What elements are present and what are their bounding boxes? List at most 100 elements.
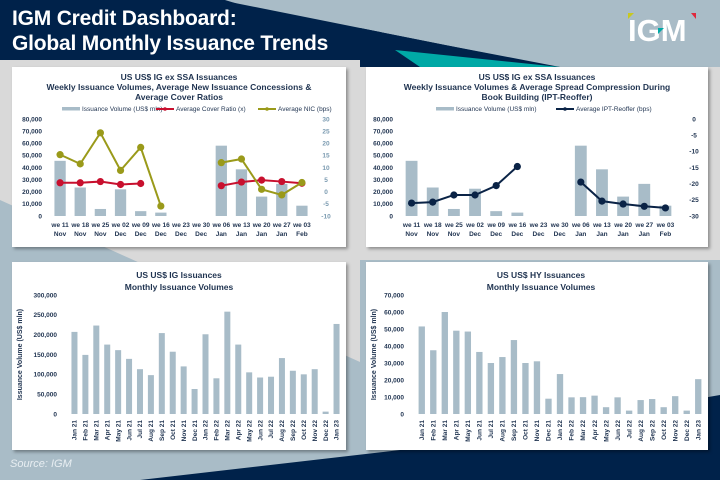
series-point <box>661 204 670 212</box>
chart-hy-monthly: US US$ HY Issuances Monthly Issuance Volu… <box>371 270 702 442</box>
x-tick-label: Apr 22 <box>235 420 242 441</box>
legend-swatch-bar <box>62 107 80 111</box>
bar <box>579 397 587 414</box>
page-title: IGM Credit Dashboard: Global Monthly Iss… <box>12 6 328 56</box>
chart-title-line: Monthly Issuance Volumes <box>487 282 596 292</box>
panel-ig-weekly-ipt: US US$ IG ex SSA Issuances Weekly Issuanc… <box>366 67 708 247</box>
x-tick-label: we 16 <box>151 222 170 229</box>
x-tick-label: we 09 <box>131 222 150 229</box>
x-tick-label: we 13 <box>232 222 251 229</box>
series-line <box>59 130 162 207</box>
y-tick-label: 60,000 <box>373 141 393 148</box>
y-tick-label: 10,000 <box>373 201 393 208</box>
bar <box>695 379 702 414</box>
series-point <box>258 176 266 184</box>
chart-title-line: US US$ IG ex SSA Issuances <box>121 72 238 82</box>
x-tick-label: we 13 <box>592 222 611 229</box>
bar <box>255 196 268 216</box>
bar <box>683 410 690 414</box>
x-tick-label: Aug 22 <box>279 420 286 442</box>
x-tick-label: Sep 22 <box>290 420 297 441</box>
bar <box>74 187 86 216</box>
bar <box>469 188 481 216</box>
x-tick-label: Oct 21 <box>523 420 530 440</box>
series-point <box>640 202 648 210</box>
y-tick-label: 40,000 <box>22 165 42 172</box>
y-tick-label: 50,000 <box>373 153 393 160</box>
y-tick-label: 10,000 <box>384 394 404 401</box>
x-tick-label-month: Jan <box>216 231 227 238</box>
bar <box>114 189 127 216</box>
y-tick-label: 20,000 <box>373 189 393 196</box>
x-tick-label: Mar 21 <box>442 420 449 441</box>
bar <box>511 212 524 216</box>
bar <box>215 145 227 216</box>
series-point <box>450 191 458 199</box>
x-tick-label-month: Nov <box>94 231 107 238</box>
chart-title-line: Book Building (IPT-Reoffer) <box>482 92 593 102</box>
x-tick-label: Sep 21 <box>159 420 166 441</box>
x-tick-label: Feb 21 <box>430 420 437 441</box>
x-tick-label: Apr 21 <box>104 420 111 441</box>
x-tick-label-month: Jan <box>596 231 607 238</box>
panel-ig-monthly: US US$ IG Issuances Monthly Issuance Volu… <box>12 262 346 450</box>
bar <box>453 330 460 414</box>
bar <box>155 212 167 216</box>
y-tick-label: 0 <box>53 411 57 418</box>
chart-title-line: Weekly Issuance Volumes, Average New Iss… <box>46 82 311 92</box>
page-title-line2: Global Monthly Issuance Trends <box>12 32 329 55</box>
x-tick-label: Jul 22 <box>268 420 275 439</box>
x-tick-label-month: Jan <box>618 231 629 238</box>
y2-tick-label: -30 <box>689 213 699 220</box>
y2-tick-label: -5 <box>691 132 697 139</box>
chart-ig-monthly: US US$ IG Issuances Monthly Issuance Volu… <box>17 270 341 442</box>
bar <box>430 350 437 414</box>
bar <box>147 375 154 414</box>
x-tick-label-month: Dec <box>155 231 167 238</box>
y-tick-label: 30,000 <box>22 177 42 184</box>
x-tick-label: Aug 21 <box>148 420 155 442</box>
x-tick-label: we 06 <box>211 222 230 229</box>
bar <box>311 369 318 414</box>
bar <box>180 366 187 414</box>
x-tick-label: Oct 21 <box>170 420 177 440</box>
x-tick-label: May 21 <box>115 420 122 442</box>
y-tick-label: 70,000 <box>384 292 404 299</box>
x-tick-label: we 03 <box>656 222 675 229</box>
bar <box>447 208 460 216</box>
x-tick-label: we 06 <box>571 222 590 229</box>
x-tick-label-month: Nov <box>74 231 87 238</box>
x-tick-label: we 20 <box>252 222 271 229</box>
x-tick-label-month: Dec <box>195 231 207 238</box>
y2-tick-label: -5 <box>323 201 329 208</box>
series-point <box>429 198 437 206</box>
x-tick-label: we 23 <box>529 222 548 229</box>
y-tick-label: 80,000 <box>373 116 393 123</box>
x-tick-label: Jan 23 <box>334 420 341 441</box>
bar <box>637 400 644 414</box>
bar <box>322 411 329 414</box>
bar <box>54 160 66 216</box>
x-tick-label-month: Feb <box>296 231 308 238</box>
series-point <box>258 185 266 193</box>
logo-yellow-accent <box>628 13 634 19</box>
x-tick-label: we 30 <box>191 222 210 229</box>
series-point <box>76 179 84 187</box>
x-tick-label: we 11 <box>50 222 69 229</box>
y-tick-label: 100,000 <box>34 372 58 379</box>
legend-swatch-bar <box>436 107 454 111</box>
logo-text: IGM <box>628 13 687 44</box>
y2-tick-label: -15 <box>689 165 699 172</box>
x-tick-label: Nov 22 <box>672 420 679 442</box>
x-tick-label: Jul 21 <box>488 420 495 439</box>
x-tick-label: Apr 22 <box>592 420 599 441</box>
bar <box>191 389 198 414</box>
y-tick-label: 50,000 <box>22 153 42 160</box>
y2-tick-label: 20 <box>322 141 330 148</box>
bar <box>202 334 209 414</box>
y-axis-label: Issuance Volume (US$ mln) <box>17 309 24 400</box>
panel-ig-weekly-nic: US US$ IG ex SSA Issuances Weekly Issuanc… <box>12 67 346 247</box>
x-tick-label: May 22 <box>603 420 610 442</box>
source-note: Source: IGM <box>10 458 72 470</box>
bar <box>568 397 575 414</box>
